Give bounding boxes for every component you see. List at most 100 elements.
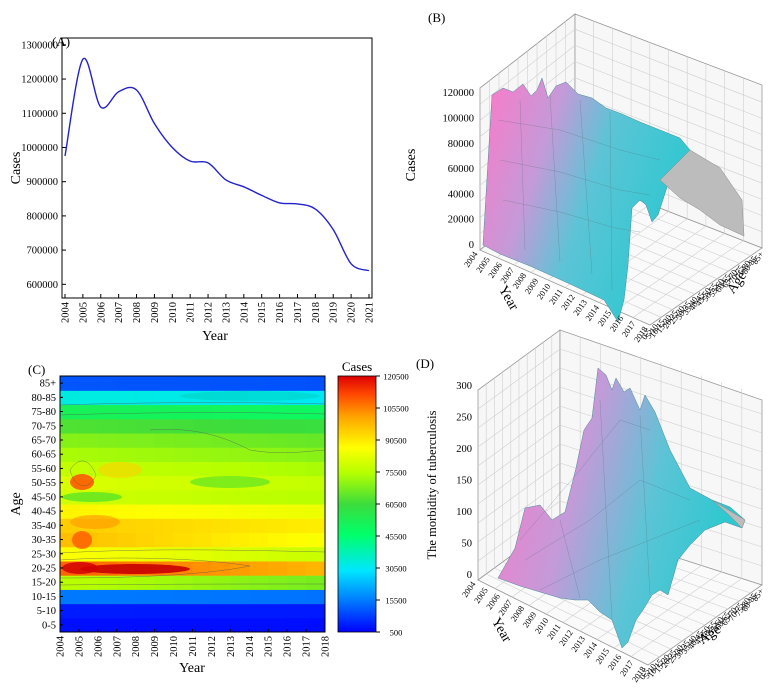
heatmap-cell	[306, 390, 325, 406]
heatmap-cell	[249, 447, 269, 462]
panel-c-ytick-label: 25-30	[32, 549, 57, 560]
heatmap-cell	[97, 418, 118, 434]
heatmap-cell	[97, 546, 118, 562]
heatmap-cell	[154, 376, 175, 391]
heatmap-cell	[306, 546, 325, 562]
panel-d-surface-mesh	[519, 399, 701, 621]
panel-b-surface-tail	[659, 149, 745, 237]
heatmap-cell	[173, 418, 194, 434]
heatmap-cell	[211, 376, 231, 391]
heatmap-cell	[192, 532, 213, 548]
heatmap-cell	[116, 575, 137, 590]
heatmap-cell	[116, 475, 137, 491]
heatmap-cell	[60, 447, 80, 462]
heatmap-cell	[135, 432, 156, 448]
heatmap-cell	[192, 603, 213, 619]
heatmap-cell	[287, 589, 307, 605]
heatmap-cell	[97, 589, 118, 605]
panel-b-ztick-label: 40000	[448, 189, 474, 200]
panel-c-ytick-label: 0-5	[42, 620, 56, 631]
panel-a-ylabel: Cases	[9, 152, 24, 185]
heatmap-cell	[97, 432, 118, 448]
heatmap-cell	[60, 603, 80, 619]
panel-c-xtick-label: 2018	[321, 636, 332, 657]
panel-a-xtick-label: 2009	[150, 302, 161, 323]
heatmap-cell	[116, 432, 137, 448]
heatmap-cell	[154, 617, 175, 632]
heatmap-cell	[306, 404, 325, 420]
heatmap-cell	[173, 475, 194, 491]
heatmap-cell	[192, 390, 213, 406]
panel-b-ztick-label: 100000	[443, 114, 475, 125]
heatmap-cell	[192, 589, 213, 605]
heatmap-cell	[78, 575, 99, 590]
heatmap-cell	[116, 390, 137, 406]
heatmap-cell	[211, 447, 231, 462]
heatmap-cell	[306, 560, 325, 576]
heatmap-cell	[97, 617, 118, 632]
panel-a-frame	[61, 37, 373, 299]
heatmap-cell	[154, 475, 175, 491]
panel-c-xtick-label: 2008	[131, 636, 142, 657]
panel-b-label: (B)	[428, 10, 445, 25]
panel-b: (B) 0 20000 40000 60000 80000 100000 120000 20…	[404, 10, 766, 344]
panel-a-y-axis: 600000 700000 800000 900000 1000000 1100000 12…	[21, 40, 66, 291]
heatmap-cell	[249, 560, 269, 576]
heatmap-cell	[249, 589, 269, 605]
panel-c-label: (C)	[28, 362, 45, 377]
heatmap-cell	[135, 475, 156, 491]
heatmap-cell	[116, 418, 137, 434]
heatmap-cell	[306, 603, 325, 619]
panel-b-ztick-label: 60000	[448, 164, 474, 175]
panel-b-surface-mesh	[497, 94, 661, 291]
panel-c-ytick-label: 40-45	[32, 507, 57, 518]
heatmap-cell	[306, 489, 325, 505]
panel-c-ytick-label: 45-50	[32, 492, 57, 503]
heat-spot-20-25	[80, 564, 190, 574]
heatmap-cell	[154, 418, 175, 434]
heatmap-cell	[173, 532, 194, 548]
heatmap-cell	[249, 489, 269, 505]
heatmap-cell	[230, 575, 250, 590]
heatmap-cell	[192, 461, 213, 477]
panel-a-x-axis: 2004 2005 2006 2007 2008 2009 2010 2011 2012 2013…	[61, 294, 376, 323]
panel-d-surface-tail	[711, 499, 746, 529]
heatmap-cell	[97, 504, 118, 519]
heatmap-cell	[268, 560, 288, 576]
heatmap-cell	[154, 432, 175, 448]
colorbar-tick-label: 105500	[383, 404, 409, 414]
heatmap-cell	[192, 617, 213, 632]
heatmap-cell	[60, 418, 80, 434]
panel-d-ztick-label: 250	[456, 413, 472, 424]
heatmap-cell	[135, 489, 156, 505]
colorbar-tick-label: 120500	[383, 372, 409, 382]
panel-d-ztick-label: 150	[456, 476, 472, 487]
heatmap-cell	[249, 390, 269, 406]
panel-a-xlabel: Year	[202, 329, 228, 344]
heatmap-cell	[287, 432, 307, 448]
heatmap-cell	[60, 432, 80, 448]
heatmap-cell	[268, 390, 288, 406]
heatmap-cell	[154, 532, 175, 548]
panel-a-ytick-label: 600000	[27, 280, 59, 291]
panel-d-ztick-label: 100	[456, 507, 472, 518]
panel-c-ytick-label: 15-20	[32, 578, 57, 589]
heatmap-cell	[287, 546, 307, 562]
heatmap-cell	[230, 532, 250, 548]
heatmap-cell	[173, 432, 194, 448]
heatmap-cell	[268, 589, 288, 605]
heatmap-cell	[60, 504, 80, 519]
heatmap-cell	[211, 532, 231, 548]
heatmap-cell	[116, 532, 137, 548]
panel-c-ytick-label: 80-85	[32, 393, 57, 404]
heatmap-cell	[78, 617, 99, 632]
heatmap-cell	[287, 447, 307, 462]
heatmap-cell	[78, 603, 99, 619]
panel-c-xtick-label: 2017	[302, 636, 313, 657]
heatmap-cell	[211, 390, 231, 406]
heatmap-cell	[306, 589, 325, 605]
heatmap-cell	[211, 404, 231, 420]
heatmap-cell	[230, 518, 250, 534]
heatmap-cell	[230, 461, 250, 477]
